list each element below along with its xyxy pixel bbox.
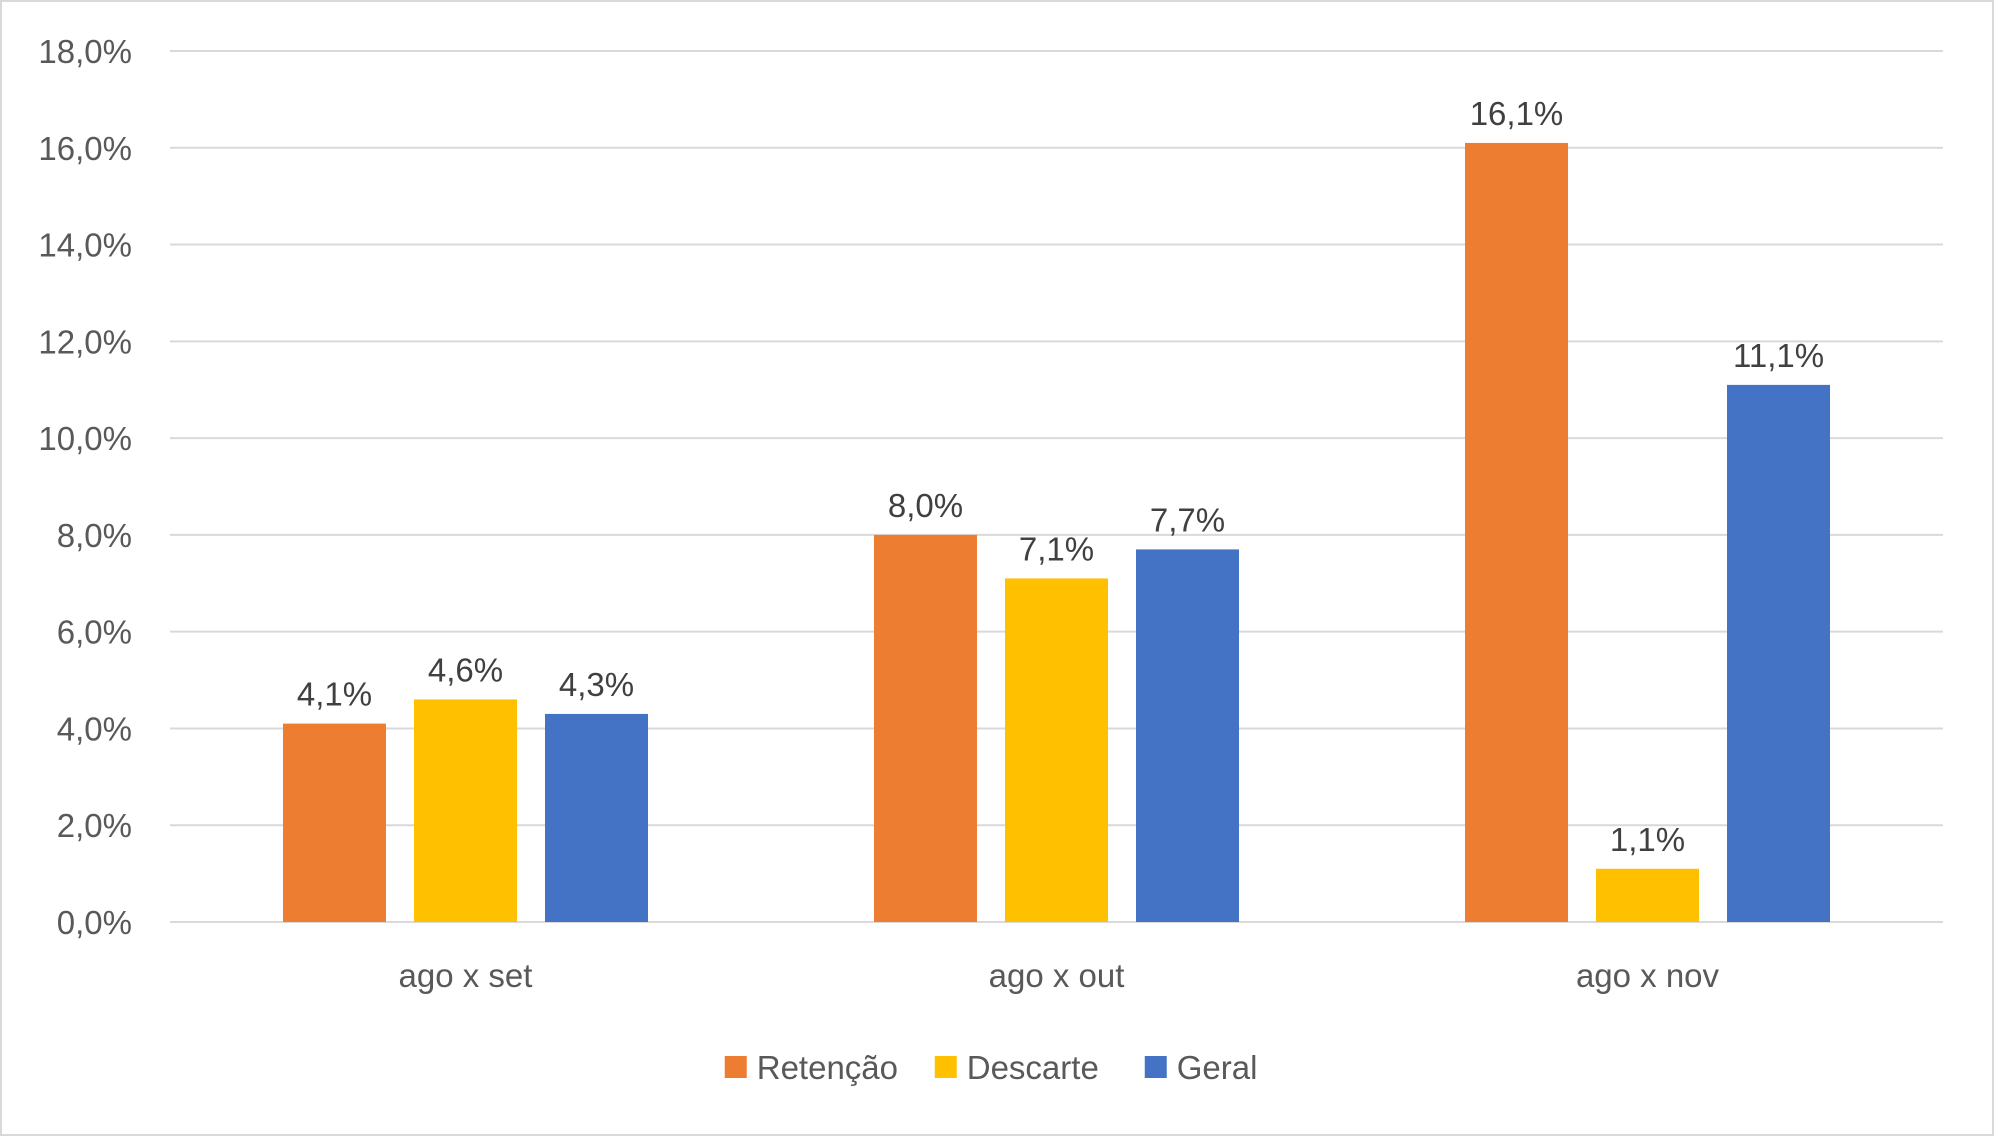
bar <box>1465 142 1568 922</box>
data-labels: 4,1% 4,6% 4,3% 8,0% 7,1% 7,7% 16,1% 1,1% 11,1% <box>297 95 1824 858</box>
legend-swatch <box>934 1056 957 1078</box>
legend-swatch <box>1144 1056 1167 1078</box>
y-tick-label: 12,0% <box>38 323 132 360</box>
y-tick-label: 14,0% <box>38 227 132 264</box>
legend-label: Retenção <box>757 1049 898 1086</box>
bar <box>283 723 386 922</box>
bar <box>545 713 648 922</box>
y-tick-label: 0,0% <box>57 904 132 941</box>
bar <box>1005 578 1108 922</box>
bar <box>874 534 977 922</box>
x-tick-label: ago x out <box>989 957 1125 994</box>
x-tick-label: ago x nov <box>1576 957 1720 994</box>
x-tick-label: ago x set <box>399 957 533 994</box>
legend: Retenção Descarte Geral <box>724 1049 1258 1086</box>
bar-data-label: 11,1% <box>1733 337 1824 374</box>
y-tick-label: 16,0% <box>38 130 132 167</box>
bar-data-label: 4,1% <box>297 676 372 713</box>
y-axis-tick-labels: 0,0% 2,0% 4,0% 6,0% 8,0% 10,0% 12,0% 14,0% 16,0%… <box>38 33 132 941</box>
bar <box>414 699 517 922</box>
bar <box>1727 384 1830 923</box>
bars <box>283 142 1830 923</box>
y-tick-label: 8,0% <box>57 517 132 554</box>
bar-data-label: 4,3% <box>559 666 634 703</box>
y-tick-label: 18,0% <box>38 33 132 70</box>
bar-data-label: 7,7% <box>1150 501 1225 538</box>
y-tick-label: 2,0% <box>57 807 132 844</box>
bar <box>1136 549 1239 922</box>
x-axis-tick-labels: ago x set ago x out ago x nov <box>399 957 1720 994</box>
bar <box>1596 868 1699 922</box>
legend-swatch <box>724 1056 747 1078</box>
legend-label: Geral <box>1177 1049 1258 1086</box>
bar-data-label: 1,1% <box>1610 821 1685 858</box>
y-tick-label: 6,0% <box>57 614 132 651</box>
y-tick-label: 10,0% <box>38 420 132 457</box>
legend-label: Descarte <box>967 1049 1099 1086</box>
bar-data-label: 7,1% <box>1019 530 1094 567</box>
bar-data-label: 16,1% <box>1470 95 1564 132</box>
bar-data-label: 8,0% <box>888 487 963 524</box>
y-tick-label: 4,0% <box>57 710 132 747</box>
bar-data-label: 4,6% <box>428 651 503 688</box>
